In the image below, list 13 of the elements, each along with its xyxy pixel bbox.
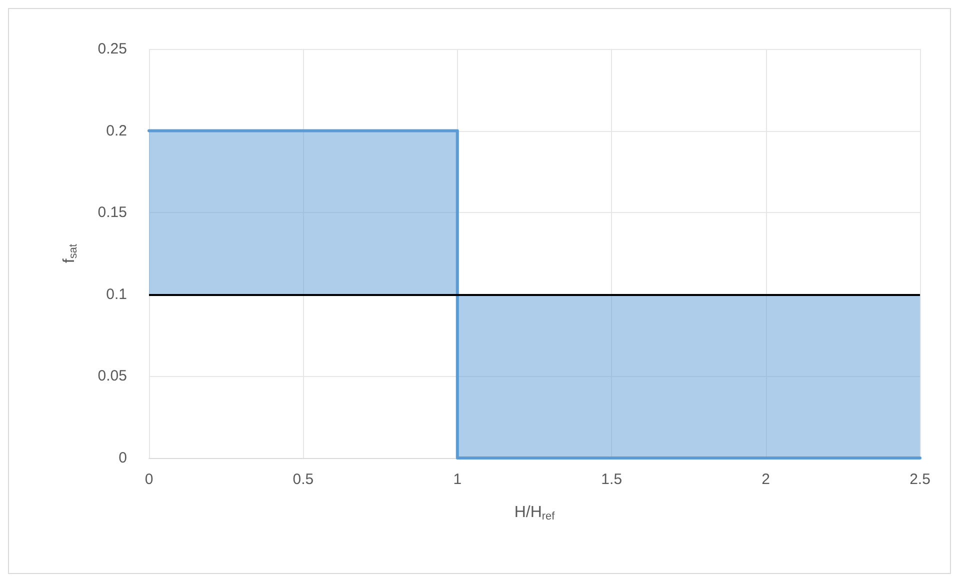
y-axis-title: fsat — [61, 244, 80, 264]
x-tick-label: 0.5 — [292, 471, 314, 488]
x-tick-label: 1.5 — [601, 471, 622, 488]
y-tick-label: 0.25 — [98, 40, 127, 58]
y-tick-label: 0.1 — [106, 286, 127, 303]
y-tick-label: 0 — [118, 450, 127, 466]
x-tick-label: 0 — [144, 471, 154, 488]
y-tick-label: 0.05 — [98, 368, 127, 385]
x-tick-label: 2 — [762, 471, 770, 488]
y-tick-label: 0.2 — [106, 122, 127, 140]
x-tick-label: 1 — [453, 471, 462, 488]
x-tick-label: 2.5 — [910, 471, 930, 488]
y-tick-label: 0.15 — [98, 204, 127, 222]
